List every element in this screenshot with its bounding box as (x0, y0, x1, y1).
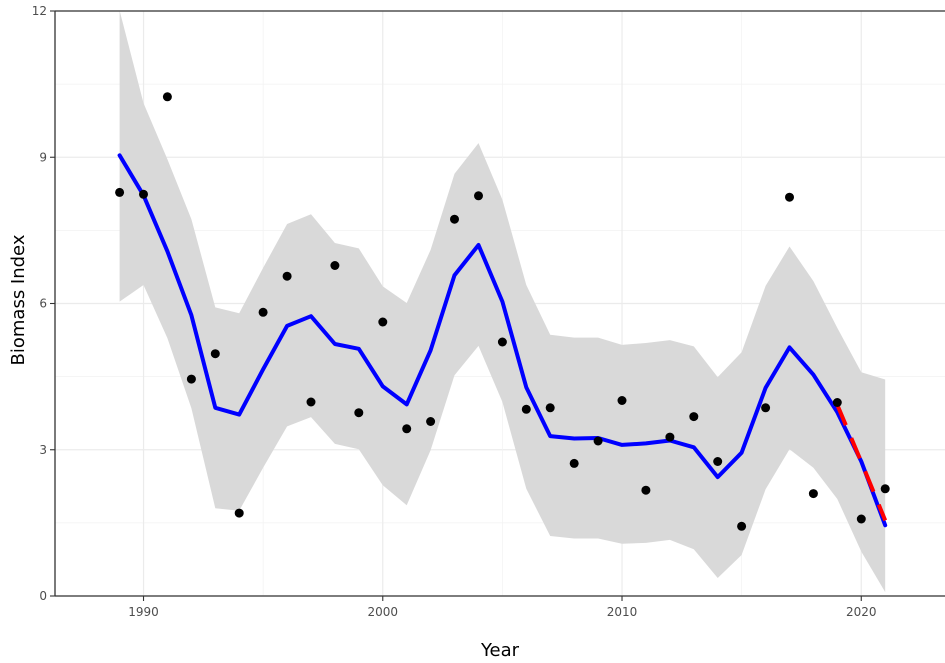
data-point (162, 92, 172, 102)
data-point (450, 214, 459, 224)
x-tick-label: 2000 (367, 605, 398, 619)
data-point (330, 261, 340, 270)
data-point (856, 514, 866, 524)
data-point (713, 457, 723, 466)
data-point (258, 307, 268, 317)
data-point (115, 187, 125, 197)
x-axis-title: Year (480, 640, 520, 661)
data-point (689, 412, 699, 422)
data-point (306, 397, 316, 407)
data-point (497, 337, 507, 347)
data-point (808, 489, 818, 499)
data-point (761, 403, 771, 413)
data-point (545, 403, 555, 413)
y-tick-label: 6 (39, 297, 47, 311)
data-point (593, 436, 603, 446)
y-tick-label: 0 (39, 589, 47, 603)
data-point (282, 271, 292, 281)
data-point (737, 521, 747, 531)
data-point (880, 484, 890, 494)
y-tick-label: 9 (39, 150, 47, 164)
data-point (139, 189, 148, 199)
x-axis-ticks: 1990 2000 2010 2020 (128, 596, 877, 619)
data-point (378, 317, 388, 327)
trend-line (117, 153, 888, 528)
data-point (186, 374, 196, 384)
data-point (354, 408, 364, 418)
y-tick-label: 12 (32, 4, 47, 18)
data-point (234, 508, 244, 518)
y-axis-ticks: 0 3 6 9 12 (32, 4, 55, 603)
data-point (641, 485, 651, 495)
x-tick-label: 2010 (607, 605, 638, 619)
data-points (115, 92, 890, 531)
data-point (569, 458, 579, 468)
data-point (210, 349, 220, 359)
y-axis-title: Biomass Index (8, 234, 29, 365)
data-point (521, 404, 531, 414)
x-tick-label: 1990 (128, 605, 159, 619)
trend-line-layer (117, 153, 888, 528)
data-point (617, 396, 627, 405)
y-tick-label: 3 (39, 443, 47, 457)
recent-trend-line (835, 404, 888, 522)
data-point (665, 432, 675, 442)
data-point (426, 417, 436, 426)
x-tick-label: 2020 (846, 605, 877, 619)
data-point (832, 398, 842, 407)
data-point (785, 192, 794, 202)
data-point (474, 191, 483, 201)
data-point (402, 424, 412, 434)
recent-trend-layer (835, 404, 888, 522)
